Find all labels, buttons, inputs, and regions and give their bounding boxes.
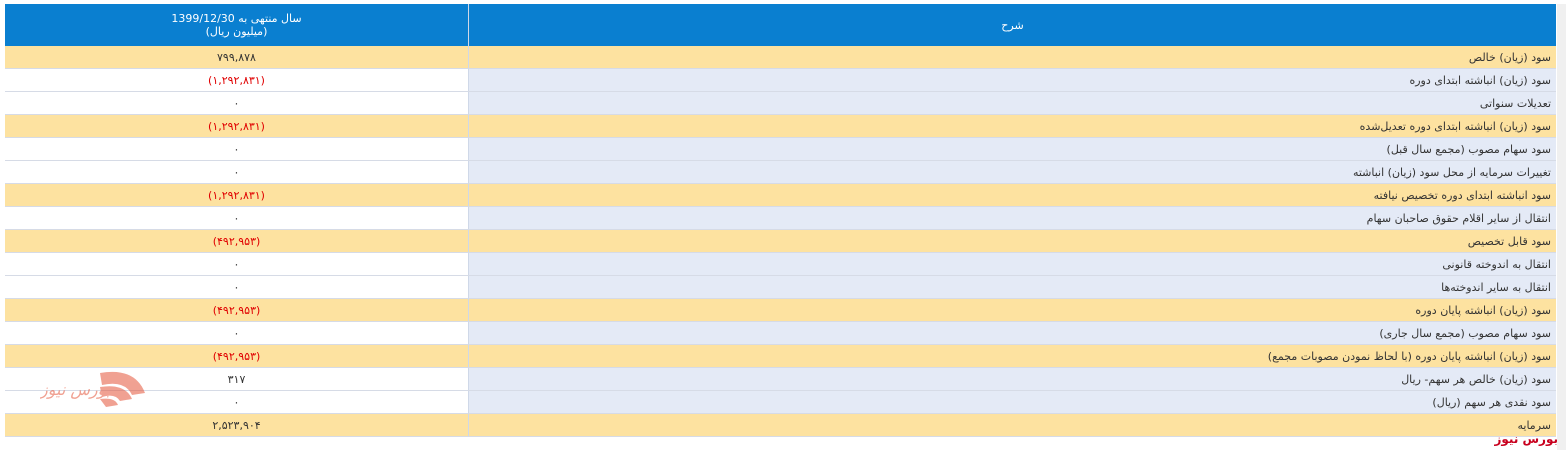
label: انتقال به اندوخته قانونی — [1442, 257, 1551, 271]
period: سال منتهی به 1399/12/30 — [171, 12, 302, 25]
label: سود نقدی هر سهم (ریال) — [1432, 395, 1551, 409]
value-cell: ۰ — [5, 276, 469, 298]
value: ۰ — [233, 326, 240, 340]
table-row: (۱,۲۹۲,۸۳۱) سود انباشته ابتدای دوره تخصیص… — [5, 184, 1556, 207]
label: سود (زیان) انباشته ابتدای دوره تعدیل‌شده — [1359, 119, 1551, 133]
table-row: ۰ انتقال به اندوخته قانونی — [5, 253, 1556, 276]
label-cell: انتقال به اندوخته قانونی — [469, 253, 1556, 275]
watermark: بورس نیوز — [1494, 432, 1558, 446]
value: ۳۱۷ — [227, 372, 246, 386]
value: ۰ — [233, 142, 240, 156]
label: سود (زیان) انباشته ابتدای دوره — [1409, 73, 1551, 87]
label: انتقال از سایر اقلام حقوق صاحبان سهام — [1366, 211, 1551, 225]
label: سود (زیان) انباشته پایان دوره (با لحاظ ن… — [1267, 349, 1551, 363]
value-cell: ۰ — [5, 207, 469, 229]
label-cell: سود نقدی هر سهم (ریال) — [469, 391, 1556, 413]
label: سود قابل تخصیص — [1467, 234, 1551, 248]
scrollbar[interactable] — [1557, 4, 1566, 450]
label: سود (زیان) انباشته پایان دوره — [1415, 303, 1551, 317]
value: ۷۹۹,۸۷۸ — [217, 50, 256, 64]
header-cell: سال منتهی به 1399/12/30 (میلیون ریال) — [5, 4, 469, 46]
value: (۱,۲۹۲,۸۳۱) — [208, 188, 265, 202]
value-cell: ۰ — [5, 161, 469, 183]
value-cell: ۲,۵۲۳,۹۰۴ — [5, 414, 469, 436]
value: (۴۹۲,۹۵۳) — [212, 234, 261, 248]
table-row: ۰ انتقال به سایر اندوخته‌ها — [5, 276, 1556, 299]
label: تغییرات سرمایه از محل سود (زیان) انباشته — [1352, 165, 1551, 179]
label: سود سهام مصوب (مجمع سال جاری) — [1379, 326, 1551, 340]
table-row: (۴۹۲,۹۵۳) سود قابل تخصیص — [5, 230, 1556, 253]
value-cell: ۰ — [5, 138, 469, 160]
label: سود (زیان) خالص هر سهم- ریال — [1401, 372, 1551, 386]
label-cell: سود (زیان) خالص — [469, 46, 1556, 68]
table-row: (۱,۲۹۲,۸۳۱) سود (زیان) انباشته ابتدای دور… — [5, 69, 1556, 92]
value-cell: (۱,۲۹۲,۸۳۱) — [5, 115, 469, 137]
table-row: ۰ سود سهام مصوب (مجمع سال قبل) — [5, 138, 1556, 161]
value-cell: ۷۹۹,۸۷۸ — [5, 46, 469, 68]
header-cell: شرح — [469, 4, 1556, 46]
table-body: ۷۹۹,۸۷۸ سود (زیان) خالص (۱,۲۹۲,۸۳۱) سود (زی… — [5, 46, 1556, 437]
label-cell: سود سهام مصوب (مجمع سال جاری) — [469, 322, 1556, 344]
table-row: ۰ تعدیلات سنواتی — [5, 92, 1556, 115]
value-cell: (۱,۲۹۲,۸۳۱) — [5, 184, 469, 206]
label-cell: تغییرات سرمایه از محل سود (زیان) انباشته — [469, 161, 1556, 183]
label: تعدیلات سنواتی — [1479, 96, 1551, 110]
label-cell: سود انباشته ابتدای دوره تخصیص نیافته — [469, 184, 1556, 206]
table-row: (۱,۲۹۲,۸۳۱) سود (زیان) انباشته ابتدای دور… — [5, 115, 1556, 138]
label: انتقال به سایر اندوخته‌ها — [1441, 280, 1551, 294]
value-cell: ۰ — [5, 92, 469, 114]
value-cell: ۰ — [5, 322, 469, 344]
label-cell: انتقال از سایر اقلام حقوق صاحبان سهام — [469, 207, 1556, 229]
table-row: ۰ تغییرات سرمایه از محل سود (زیان) انباشت… — [5, 161, 1556, 184]
header-row: سال منتهی به 1399/12/30 (میلیون ریال) شر… — [5, 4, 1556, 46]
value-cell: (۴۹۲,۹۵۳) — [5, 299, 469, 321]
value-cell: (۴۹۲,۹۵۳) — [5, 230, 469, 252]
label: سود (زیان) خالص — [1468, 50, 1551, 64]
table-row: ۲,۵۲۳,۹۰۴ سرمایه — [5, 414, 1556, 437]
label-cell: سود (زیان) خالص هر سهم- ریال — [469, 368, 1556, 390]
table-row: ۰ انتقال از سایر اقلام حقوق صاحبان سهام — [5, 207, 1556, 230]
value: ۲,۵۲۳,۹۰۴ — [212, 418, 261, 432]
label-cell: سود (زیان) انباشته ابتدای دوره — [469, 69, 1556, 91]
table-row: ۰ سود سهام مصوب (مجمع سال جاری) — [5, 322, 1556, 345]
label-cell: سود سهام مصوب (مجمع سال قبل) — [469, 138, 1556, 160]
table-row: (۴۹۲,۹۵۳) سود (زیان) انباشته پایان دوره (… — [5, 345, 1556, 368]
label-cell: سود (زیان) انباشته ابتدای دوره تعدیل‌شده — [469, 115, 1556, 137]
label-cell: انتقال به سایر اندوخته‌ها — [469, 276, 1556, 298]
value: ۰ — [233, 165, 240, 179]
value-cell: ۰ — [5, 253, 469, 275]
label: سود انباشته ابتدای دوره تخصیص نیافته — [1373, 188, 1551, 202]
value: ۰ — [233, 257, 240, 271]
label-cell: سود (زیان) انباشته پایان دوره — [469, 299, 1556, 321]
label-cell: تعدیلات سنواتی — [469, 92, 1556, 114]
value: ۰ — [233, 280, 240, 294]
label-cell: سرمایه — [469, 414, 1556, 436]
label-cell: سود (زیان) انباشته پایان دوره (با لحاظ ن… — [469, 345, 1556, 367]
label: سرمایه — [1517, 418, 1552, 432]
value: (۱,۲۹۲,۸۳۱) — [208, 119, 265, 133]
unit: (میلیون ریال) — [205, 25, 268, 38]
value: ۰ — [233, 96, 240, 110]
description: شرح — [1001, 18, 1024, 32]
value: (۴۹۲,۹۵۳) — [212, 303, 261, 317]
label-cell: سود قابل تخصیص — [469, 230, 1556, 252]
table-row: ۰ سود نقدی هر سهم (ریال) — [5, 391, 1556, 414]
value: (۴۹۲,۹۵۳) — [212, 349, 261, 363]
table: سال منتهی به 1399/12/30 (میلیون ریال) شر… — [5, 4, 1556, 437]
table-row: (۴۹۲,۹۵۳) سود (زیان) انباشته پایان دوره — [5, 299, 1556, 322]
value: (۱,۲۹۲,۸۳۱) — [208, 73, 265, 87]
table-row: ۳۱۷ سود (زیان) خالص هر سهم- ریال — [5, 368, 1556, 391]
value: ۰ — [233, 211, 240, 225]
logo: بورس نیوز — [40, 371, 145, 407]
svg-text:بورس نیوز: بورس نیوز — [40, 380, 111, 399]
label: سود سهام مصوب (مجمع سال قبل) — [1386, 142, 1551, 156]
value: ۰ — [233, 395, 240, 409]
table-row: ۷۹۹,۸۷۸ سود (زیان) خالص — [5, 46, 1556, 69]
value-cell: (۴۹۲,۹۵۳) — [5, 345, 469, 367]
value-cell: (۱,۲۹۲,۸۳۱) — [5, 69, 469, 91]
